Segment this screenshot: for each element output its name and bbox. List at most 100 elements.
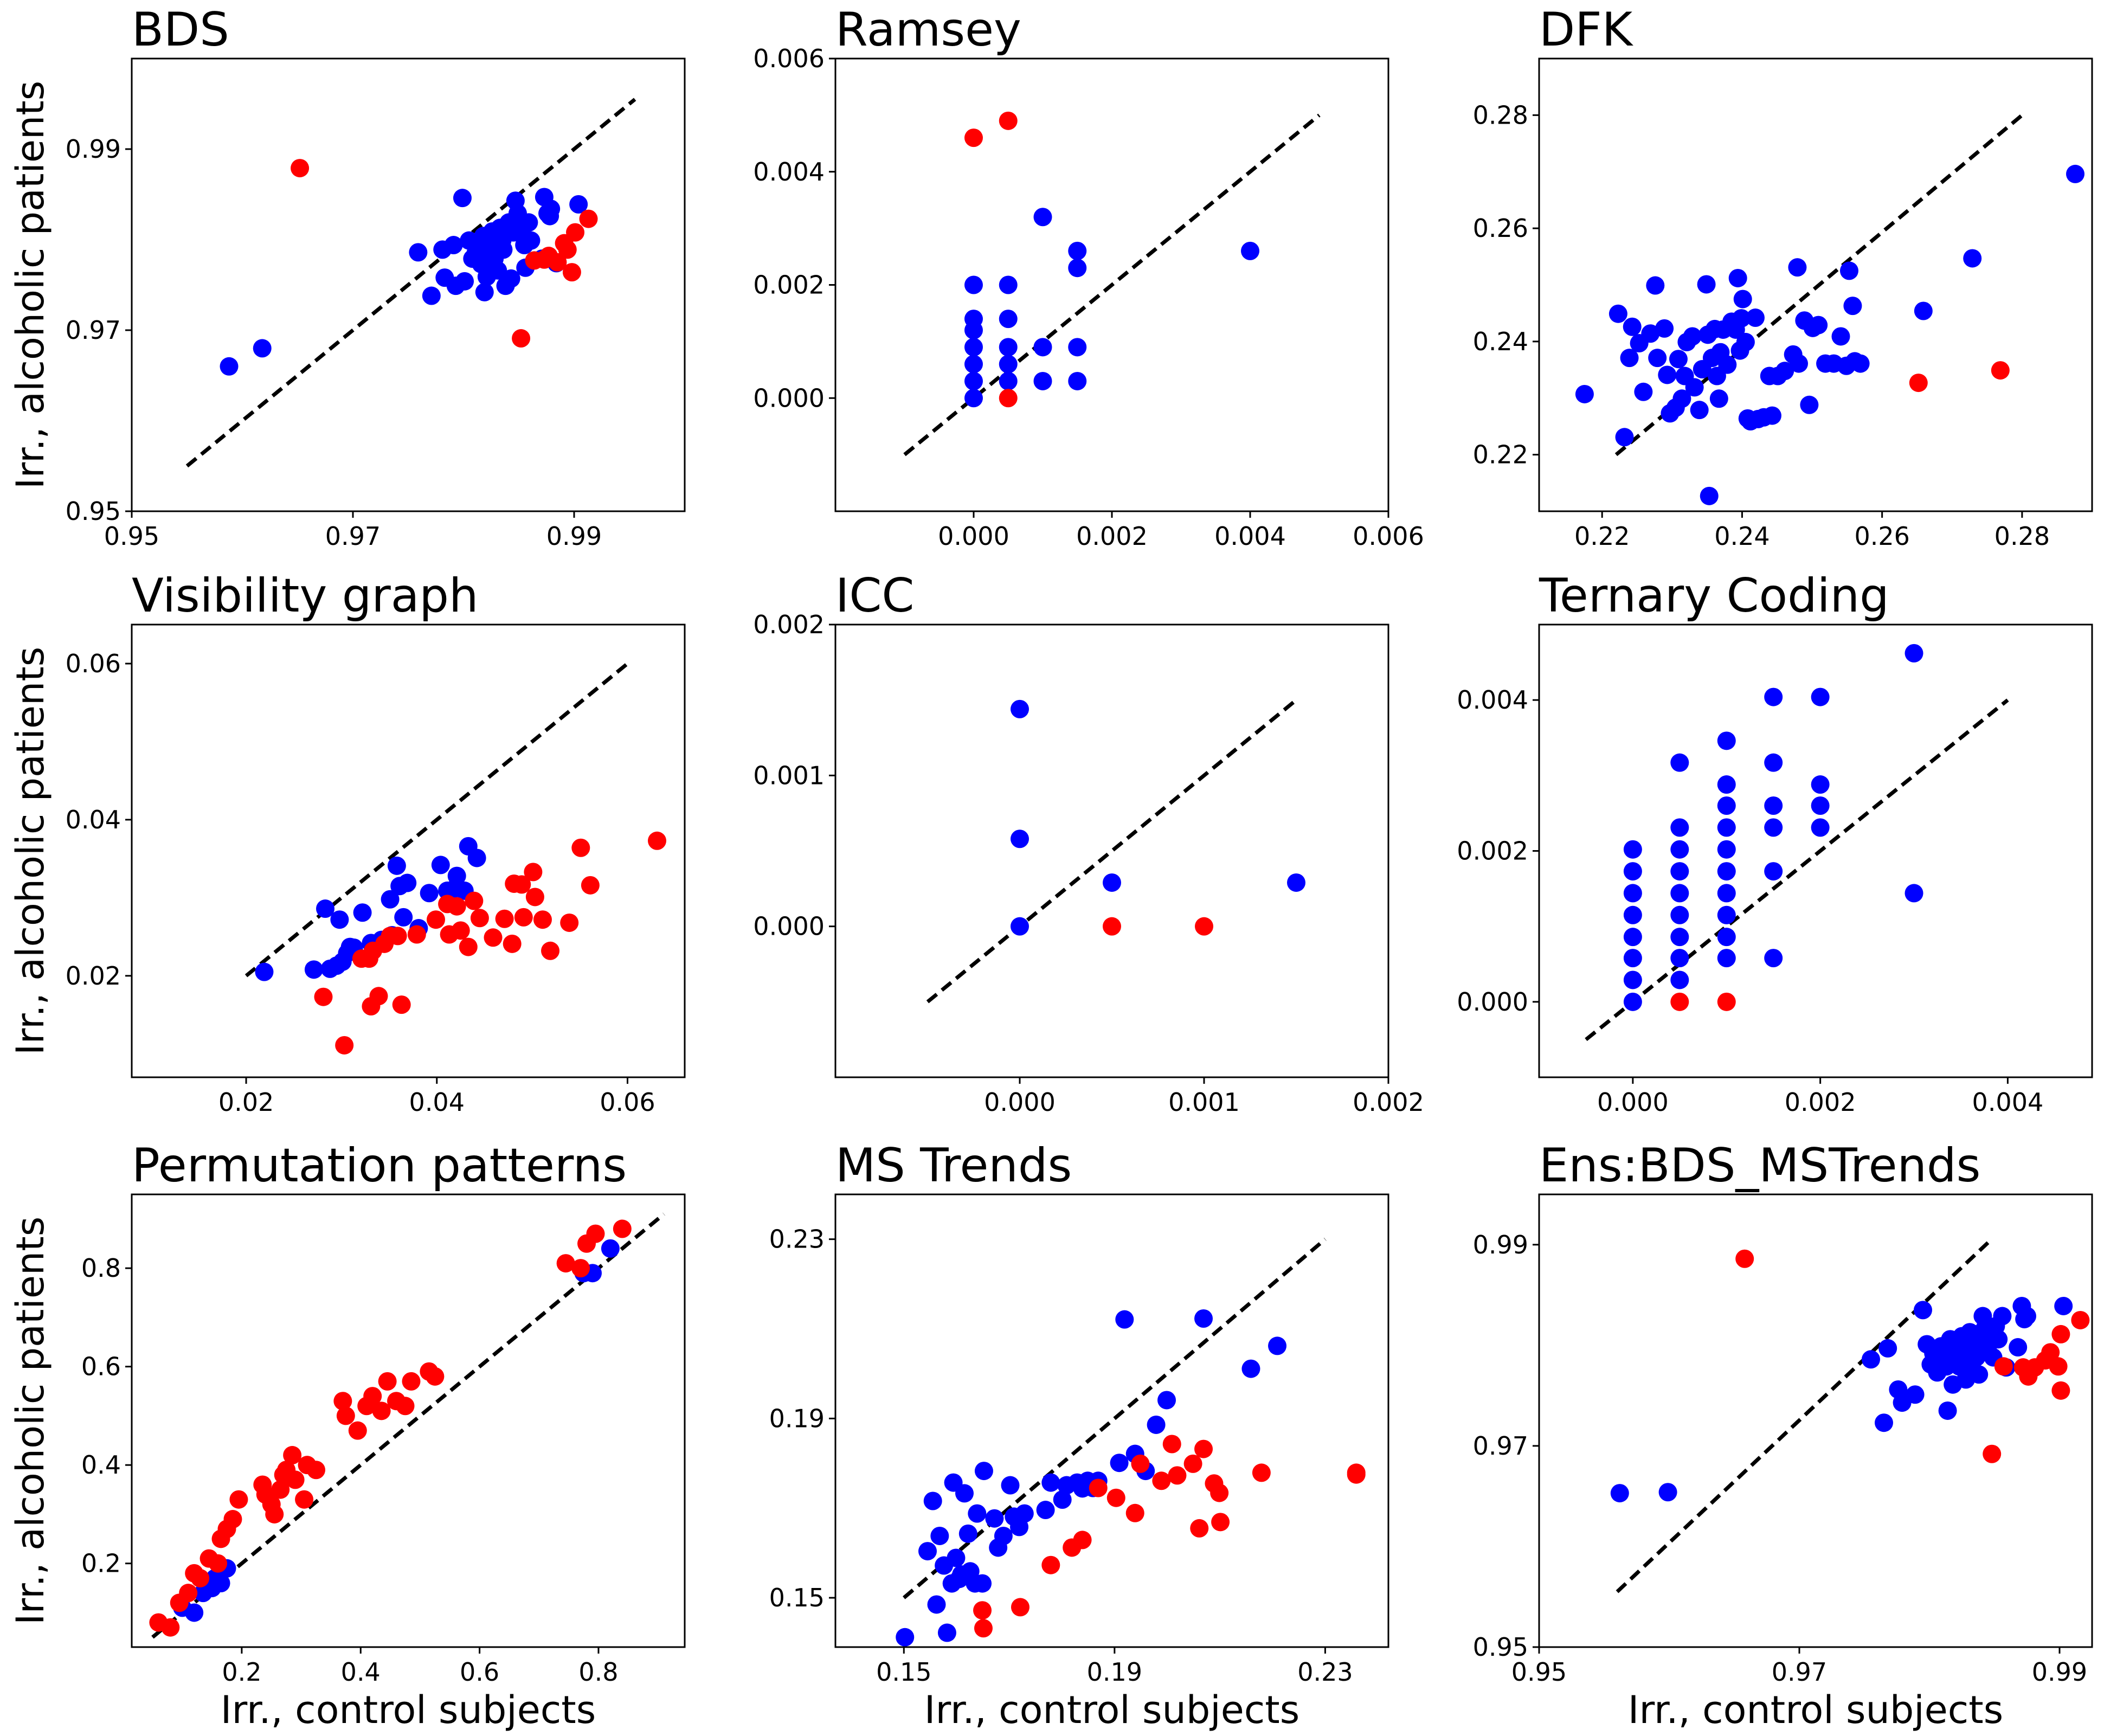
data-point-blue: [1041, 1473, 1060, 1492]
data-point-blue: [220, 357, 239, 376]
data-point-red: [999, 111, 1018, 130]
y-tick-label: 0.28: [1473, 100, 1528, 130]
data-point-red: [2049, 1357, 2068, 1376]
data-point-blue: [1658, 365, 1677, 384]
data-point-blue: [1068, 371, 1087, 390]
data-point-red: [1983, 1444, 2002, 1463]
data-point-red: [512, 329, 531, 348]
y-axis-label-row2: Irr., alcoholic patients: [8, 647, 53, 1055]
x-tick-label: 0.2: [222, 1657, 261, 1687]
data-point-red: [566, 223, 585, 242]
data-point-blue: [1914, 1301, 1932, 1320]
data-point-red: [191, 1568, 210, 1587]
data-point-red: [363, 1387, 382, 1406]
series-blue: [1575, 164, 2085, 505]
y-tick-label: 0.99: [66, 134, 121, 164]
y-tick-label: 0.002: [753, 610, 825, 639]
data-point-blue: [999, 310, 1018, 329]
data-point-blue: [185, 1603, 204, 1622]
data-point-blue: [494, 240, 513, 259]
identity-reference-line: [903, 1238, 1327, 1599]
data-point-blue: [1011, 699, 1029, 718]
panel-title: Ens:BDS_MSTrends: [1539, 1139, 1980, 1193]
x-tick-label: 0.002: [1076, 522, 1148, 551]
data-point-blue: [1683, 327, 1702, 346]
data-point-blue: [1110, 1454, 1129, 1473]
data-point-red: [1194, 1439, 1213, 1458]
data-point-blue: [918, 1542, 937, 1561]
series-red: [314, 831, 666, 1055]
series-red: [1909, 361, 2010, 393]
data-point-blue: [316, 899, 334, 918]
data-point-blue: [1655, 319, 1674, 338]
data-point-blue: [955, 1484, 974, 1503]
data-point-blue: [2009, 1338, 2028, 1357]
data-point-red: [2051, 1381, 2070, 1400]
x-tick-label: 0.95: [1511, 1657, 1567, 1687]
data-point-blue: [1709, 389, 1728, 408]
identity-reference-line: [903, 113, 1321, 456]
data-point-blue: [1646, 276, 1665, 295]
data-point-blue: [1717, 731, 1736, 750]
y-tick-label: 0.004: [753, 157, 825, 187]
y-tick-label: 0.24: [1473, 327, 1528, 356]
y-tick-label: 0.15: [769, 1583, 825, 1612]
panel-title: ICC: [835, 569, 914, 623]
data-point-red: [1909, 374, 1928, 393]
x-axis-label-col1: Irr., control subjects: [221, 1688, 596, 1732]
data-point-blue: [398, 873, 417, 892]
y-tick-label: 0.22: [1473, 440, 1528, 470]
data-point-blue: [1011, 830, 1029, 848]
x-tick-label: 0.26: [1854, 522, 1909, 551]
data-point-red: [286, 1470, 305, 1489]
data-point-blue: [964, 355, 983, 374]
x-tick-label: 0.04: [409, 1088, 465, 1117]
panel-7: Permutation patterns 0.2 0.4 0.6 0.8 0.2 0.4 0.…: [81, 1139, 686, 1687]
data-point-blue: [974, 1462, 993, 1481]
data-point-blue: [1670, 862, 1689, 881]
data-point-red: [533, 910, 552, 929]
data-point-red: [1994, 1357, 2013, 1376]
x-tick-label: 0.002: [1785, 1088, 1856, 1117]
data-point-blue: [1717, 840, 1736, 859]
panel-5: ICC 0.000 0.001 0.002 0.000 0.001 0.002: [753, 569, 1424, 1117]
data-point-blue: [1717, 884, 1736, 903]
data-point-blue: [999, 355, 1018, 374]
x-tick-label: 0.24: [1714, 522, 1770, 551]
data-point-red: [1106, 1488, 1125, 1507]
x-tick-label: 0.004: [1214, 522, 1286, 551]
x-tick-label: 0.02: [218, 1088, 274, 1117]
data-point-blue: [601, 1239, 620, 1258]
data-point-blue: [958, 1524, 977, 1543]
data-point-red: [556, 1254, 575, 1273]
data-point-blue: [1147, 1415, 1166, 1434]
data-point-red: [2041, 1343, 2060, 1362]
data-point-blue: [1241, 241, 1259, 260]
data-point-blue: [1015, 1504, 1034, 1523]
data-point-red: [283, 1446, 302, 1465]
panel-title: DFK: [1539, 3, 1634, 57]
data-point-blue: [1669, 350, 1688, 369]
data-point-red: [1195, 917, 1213, 936]
data-point-blue: [1993, 1307, 2012, 1326]
data-point-blue: [1620, 349, 1639, 368]
x-tick-label: 0.002: [1353, 1088, 1424, 1117]
data-point-blue: [1670, 818, 1689, 837]
y-tick-label: 0.04: [66, 805, 121, 834]
y-axis-label-row3: Irr., alcoholic patients: [8, 1217, 53, 1625]
data-point-blue: [1697, 275, 1716, 294]
y-tick-label: 0.99: [1473, 1230, 1528, 1259]
data-point-blue: [1608, 304, 1627, 323]
data-point-blue: [923, 1491, 942, 1510]
x-tick-label: 0.6: [460, 1657, 499, 1687]
data-point-red: [2051, 1324, 2070, 1343]
data-point-blue: [1717, 949, 1736, 968]
data-point-blue: [2066, 164, 2085, 183]
data-point-red: [548, 253, 567, 272]
data-point-blue: [1033, 338, 1052, 357]
data-point-red: [571, 1259, 590, 1278]
data-point-red: [392, 995, 411, 1014]
data-point-red: [1735, 1249, 1754, 1268]
series-blue: [1610, 1296, 2073, 1503]
x-tick-label: 0.001: [1168, 1088, 1240, 1117]
